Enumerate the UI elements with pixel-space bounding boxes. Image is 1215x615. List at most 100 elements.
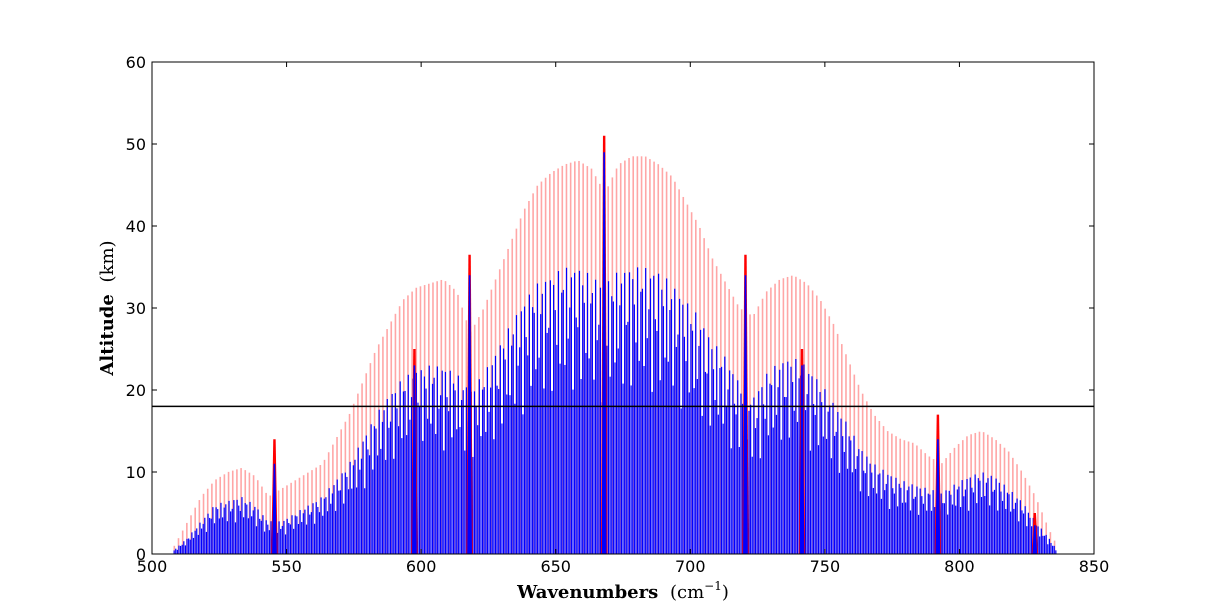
red-bar-76 bbox=[490, 289, 493, 554]
blue-bar-409 bbox=[834, 435, 836, 554]
blue-bar-49 bbox=[252, 510, 254, 554]
blue-bar-462 bbox=[919, 488, 921, 554]
blue-bar-502 bbox=[984, 496, 986, 554]
blue-bar-30 bbox=[221, 517, 224, 554]
blue-bar-471 bbox=[934, 507, 936, 554]
blue-bar-156 bbox=[425, 388, 427, 554]
red-bar-100 bbox=[590, 168, 593, 554]
red-bar-64 bbox=[440, 279, 443, 554]
blue-bar-492 bbox=[968, 510, 970, 554]
red-bar-83 bbox=[519, 218, 522, 554]
blue-bar-338 bbox=[719, 368, 721, 554]
blue-bar-439 bbox=[882, 469, 884, 554]
blue-bar-117 bbox=[362, 441, 364, 554]
blue-bar-431 bbox=[869, 463, 871, 554]
blue-bar-521 bbox=[1014, 502, 1017, 554]
red-bar-143 bbox=[770, 287, 772, 554]
spike-blue-1 bbox=[412, 365, 417, 554]
blue-bar-261 bbox=[595, 279, 597, 554]
blue-bar-255 bbox=[585, 352, 587, 554]
blue-bar-414 bbox=[842, 436, 844, 554]
blue-bar-382 bbox=[790, 366, 792, 554]
blue-bar-426 bbox=[861, 451, 863, 554]
blue-bar-84 bbox=[309, 514, 311, 554]
blue-bar-191 bbox=[481, 389, 484, 554]
blue-bar-125 bbox=[375, 428, 377, 554]
blue-bar-438 bbox=[880, 498, 883, 554]
spike-blue-6 bbox=[935, 439, 941, 554]
blue-bar-366 bbox=[764, 418, 766, 554]
blue-bar-323 bbox=[695, 312, 697, 554]
red-bar-18 bbox=[248, 472, 251, 554]
blue-bar-362 bbox=[758, 391, 760, 554]
blue-bar-418 bbox=[848, 436, 850, 554]
blue-bar-81 bbox=[304, 509, 306, 554]
red-bar-9 bbox=[211, 483, 213, 554]
blue-bar-543 bbox=[1050, 542, 1052, 554]
blue-bar-110 bbox=[351, 488, 353, 554]
blue-bar-442 bbox=[887, 474, 889, 554]
blue-bar-252 bbox=[580, 379, 582, 554]
blue-bar-317 bbox=[685, 361, 687, 554]
blue-bar-469 bbox=[930, 510, 933, 554]
blue-bar-158 bbox=[428, 365, 430, 554]
red-bar-179 bbox=[920, 449, 922, 554]
blue-bar-386 bbox=[796, 421, 799, 554]
blue-bar-186 bbox=[473, 391, 476, 554]
blue-bar-50 bbox=[254, 506, 256, 554]
blue-bar-214 bbox=[519, 347, 521, 554]
blue-bar-25 bbox=[213, 523, 216, 554]
blue-bar-536 bbox=[1039, 536, 1041, 554]
blue-bar-40 bbox=[238, 505, 240, 554]
blue-bar-227 bbox=[540, 314, 542, 554]
blue-bar-494 bbox=[971, 487, 973, 554]
blue-bar-482 bbox=[951, 504, 954, 554]
blue-bar-67 bbox=[281, 525, 283, 554]
blue-bar-281 bbox=[627, 321, 629, 554]
blue-bar-363 bbox=[759, 458, 761, 554]
blue-bar-408 bbox=[832, 402, 834, 554]
red-bar-186 bbox=[949, 452, 952, 554]
blue-bar-109 bbox=[349, 461, 351, 554]
red-bar-189 bbox=[961, 440, 964, 554]
blue-bar-293 bbox=[646, 338, 648, 554]
y-tick-label-40: 40 bbox=[126, 217, 146, 236]
blue-bar-190 bbox=[480, 436, 482, 554]
blue-bar-463 bbox=[921, 496, 923, 554]
blue-bar-263 bbox=[598, 324, 600, 554]
blue-bar-90 bbox=[318, 512, 321, 554]
blue-bar-449 bbox=[898, 483, 900, 554]
red-bar-112 bbox=[640, 156, 643, 554]
blue-bar-251 bbox=[578, 270, 581, 554]
blue-bar-330 bbox=[706, 373, 708, 554]
blue-bar-505 bbox=[989, 505, 991, 554]
red-bar-201 bbox=[1012, 457, 1014, 554]
blue-bar-531 bbox=[1031, 526, 1033, 554]
blue-bar-51 bbox=[255, 526, 258, 554]
blue-bar-498 bbox=[977, 478, 979, 554]
blue-bar-269 bbox=[607, 281, 610, 554]
y-tick-label-30: 30 bbox=[126, 299, 146, 318]
blue-bar-500 bbox=[980, 496, 983, 554]
red-bar-45 bbox=[361, 383, 363, 554]
blue-bar-419 bbox=[850, 440, 852, 554]
blue-bar-159 bbox=[430, 423, 432, 554]
blue-bar-421 bbox=[853, 435, 855, 554]
blue-bar-96 bbox=[328, 488, 330, 554]
red-bar-88 bbox=[540, 181, 543, 554]
blue-bar-334 bbox=[712, 369, 715, 554]
blue-bar-526 bbox=[1022, 513, 1025, 554]
blue-bar-256 bbox=[586, 272, 589, 554]
blue-bar-164 bbox=[438, 408, 440, 554]
blue-bar-350 bbox=[738, 447, 740, 554]
blue-bar-68 bbox=[283, 520, 285, 554]
blue-bar-124 bbox=[373, 426, 375, 554]
blue-bar-510 bbox=[997, 510, 999, 554]
blue-bar-115 bbox=[359, 469, 361, 554]
blue-bar-237 bbox=[556, 344, 558, 554]
blue-bar-490 bbox=[964, 489, 967, 554]
blue-bar-259 bbox=[591, 293, 593, 554]
blue-bar-412 bbox=[838, 472, 841, 554]
blue-bar-374 bbox=[777, 387, 779, 554]
